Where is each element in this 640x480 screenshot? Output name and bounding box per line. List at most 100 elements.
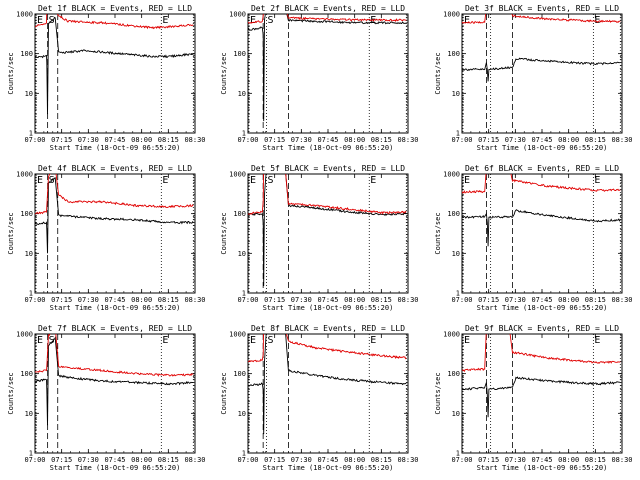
events-series-line [248,174,407,287]
x-tick-label: 07:45 [317,136,338,144]
x-tick-label: 08:30 [611,456,632,464]
x-tick-label: 07:45 [531,456,552,464]
x-tick-label: 07:15 [264,456,285,464]
panel-title: Det 4f BLACK = Events, RED = LLD [38,164,192,173]
marker-label: E [250,335,256,346]
panel-title: Det 2f BLACK = Events, RED = LLD [251,4,405,13]
x-tick-label: 07:30 [291,456,312,464]
marker-label: E [37,15,43,26]
lld-series-line [35,14,194,30]
y-tick-label: 10 [452,90,460,98]
x-tick-label: 08:30 [611,136,632,144]
panel-6: Det 6f BLACK = Events, RED = LLD 1 10 100 10… [434,164,633,312]
x-tick-label: 08:30 [184,456,205,464]
x-tick-label: 07:15 [478,456,499,464]
marker-label: E [162,335,168,346]
x-tick-label: 07:15 [478,136,499,144]
y-tick-label: 10 [238,410,246,418]
x-tick-label: 07:00 [24,456,45,464]
marker-label: S [49,335,55,346]
x-tick-label: 08:30 [184,136,205,144]
panel-title: Det 7f BLACK = Events, RED = LLD [38,324,192,333]
events-series-line [35,177,194,254]
x-tick-label: 07:30 [78,456,99,464]
marker-label: E [594,15,600,26]
y-tick-label: 100 [20,370,33,378]
marker-label: E [464,15,470,26]
marker-label: E [370,175,376,186]
x-tick-label: 08:00 [344,456,365,464]
y-tick-label: 10 [452,410,460,418]
x-tick-label: 07:30 [505,296,526,304]
y-tick-label: 1000 [443,171,460,179]
y-tick-label: 10 [452,250,460,258]
x-tick-label: 08:00 [558,136,579,144]
marker-label: E [162,175,168,186]
y-axis-label: Counts/sec [220,52,228,94]
x-tick-label: 07:00 [24,136,45,144]
marker-label: S [268,335,274,346]
x-tick-label: 08:15 [158,456,179,464]
lld-series-line [462,174,621,194]
x-tick-label: 08:15 [158,136,179,144]
x-tick-label: 07:45 [317,296,338,304]
x-axis-label: Start Time (18-Oct-09 06:55:20) [50,304,181,312]
panel-title: Det 1f BLACK = Events, RED = LLD [38,4,192,13]
events-series-line [35,336,194,426]
panel-2: Det 2f BLACK = Events, RED = LLD 1 10 100 10… [220,4,419,152]
panel-title: Det 9f BLACK = Events, RED = LLD [465,324,619,333]
marker-label: E [250,175,256,186]
x-tick-label: 08:00 [131,296,152,304]
lld-series-line [35,174,194,215]
y-tick-label: 1000 [16,331,33,339]
y-tick-label: 1000 [443,331,460,339]
x-tick-label: 08:30 [184,296,205,304]
x-axis-label: Start Time (18-Oct-09 06:55:20) [477,144,608,152]
lld-series-line [35,334,194,377]
lld-series-line [248,174,407,215]
x-tick-label: 08:00 [131,456,152,464]
x-tick-label: 07:45 [531,136,552,144]
y-tick-label: 1 [29,290,33,298]
y-tick-label: 100 [447,210,460,218]
x-tick-label: 07:00 [237,456,258,464]
lld-series-line [462,14,621,24]
lld-series-line [248,14,407,24]
events-series-line [462,209,621,247]
y-tick-label: 1000 [229,331,246,339]
x-tick-label: 08:15 [585,136,606,144]
panel-5: Det 5f BLACK = Events, RED = LLD 1 10 100 10… [220,164,419,312]
y-tick-label: 1 [242,450,246,458]
x-tick-label: 07:45 [104,136,125,144]
x-tick-label: 07:45 [104,296,125,304]
events-series-line [248,14,407,122]
y-tick-label: 1 [29,130,33,138]
y-tick-label: 1 [242,290,246,298]
y-tick-label: 1000 [16,11,33,19]
x-axis-label: Start Time (18-Oct-09 06:55:20) [263,144,394,152]
y-axis-label: Counts/sec [7,212,15,254]
y-axis-label: Counts/sec [7,372,15,414]
y-tick-label: 100 [447,50,460,58]
x-tick-label: 07:15 [51,136,72,144]
x-tick-label: 07:15 [264,296,285,304]
x-tick-label: 07:45 [531,296,552,304]
x-tick-label: 07:45 [104,456,125,464]
y-tick-label: 1000 [16,171,33,179]
x-axis-label: Start Time (18-Oct-09 06:55:20) [263,464,394,472]
x-axis-label: Start Time (18-Oct-09 06:55:20) [477,464,608,472]
y-tick-label: 100 [447,370,460,378]
marker-label: E [464,175,470,186]
marker-label: E [250,15,256,26]
marker-label: E [37,175,43,186]
panel-1: Det 1f BLACK = Events, RED = LLD 1 10 100 10… [7,4,206,152]
y-axis-label: Counts/sec [434,52,442,94]
y-tick-label: 1 [29,450,33,458]
y-axis-label: Counts/sec [434,212,442,254]
x-axis-label: Start Time (18-Oct-09 06:55:20) [50,144,181,152]
x-tick-label: 07:15 [478,296,499,304]
y-tick-label: 1 [456,130,460,138]
x-tick-label: 07:30 [78,136,99,144]
y-axis-label: Counts/sec [220,372,228,414]
marker-label: E [370,335,376,346]
